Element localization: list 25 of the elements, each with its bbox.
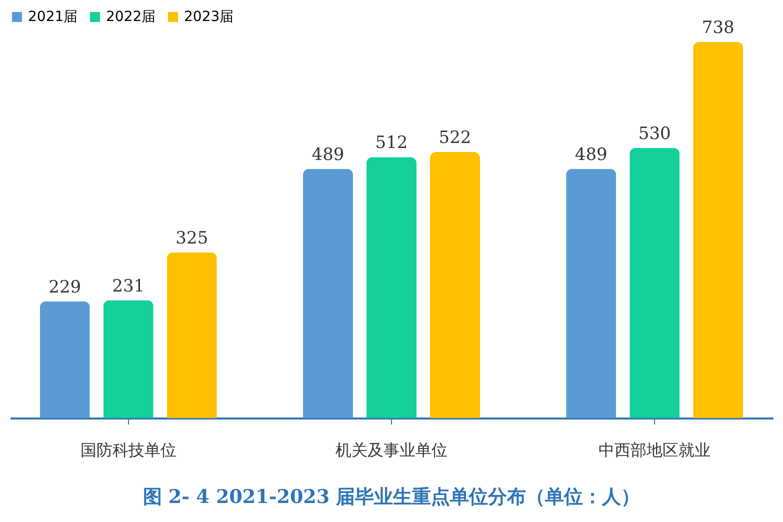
data-label: 489 [574, 144, 608, 165]
bar [566, 168, 616, 418]
bar [302, 168, 353, 418]
legend-label: 2021届 [28, 9, 78, 25]
bar [103, 300, 154, 418]
data-label: 512 [375, 133, 408, 154]
data-label: 738 [702, 18, 734, 38]
text: 图 2- 4 2021-2023 届毕业生重点单位分布（单位：人） [142, 486, 640, 508]
x-tick-label: 机关及事业单位 [336, 440, 448, 460]
bar [693, 42, 744, 418]
data-label: 522 [438, 128, 472, 148]
data-label: 489 [312, 144, 344, 165]
data-label: 530 [638, 124, 671, 144]
bar [630, 148, 680, 418]
x-tick-label: 国防科技单位 [80, 440, 176, 460]
bar [430, 152, 480, 418]
bar [166, 252, 217, 418]
bar [40, 301, 90, 418]
data-label: 229 [48, 277, 82, 298]
data-label: 231 [112, 276, 145, 296]
x-tick-label: 中西部地区就业 [598, 440, 711, 460]
bar [366, 157, 416, 418]
legend-label: 2023届 [184, 9, 234, 25]
legend-label: 2022届 [106, 9, 156, 25]
data-label: 325 [176, 228, 208, 248]
